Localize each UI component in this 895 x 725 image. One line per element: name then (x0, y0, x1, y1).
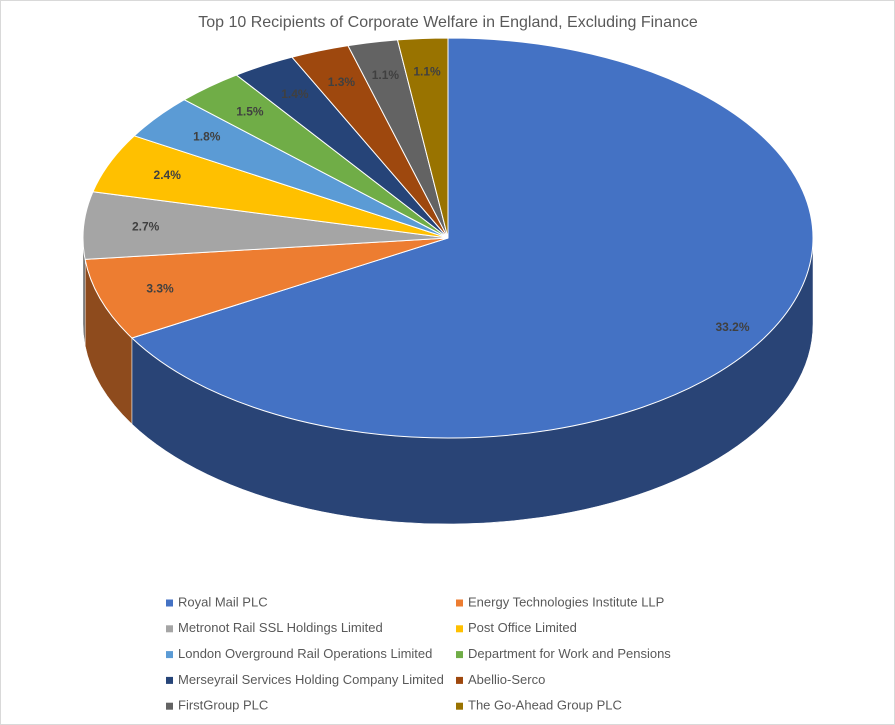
legend-swatch (166, 676, 173, 684)
legend-label: Merseyrail Services Holding Company Limi… (178, 672, 444, 687)
legend-swatch (456, 651, 463, 659)
slice (130, 37, 814, 439)
legend-label: FirstGroup PLC (178, 698, 268, 713)
legend-swatch (166, 651, 173, 659)
data-label: 1.5% (236, 105, 264, 119)
data-label: 1.4% (281, 87, 309, 101)
legend-label: Energy Technologies Institute LLP (468, 594, 664, 609)
legend-label: Royal Mail PLC (178, 594, 268, 609)
legend-label: Abellio-Serco (468, 672, 545, 687)
data-label: 1.1% (413, 65, 441, 79)
chart-title: Top 10 Recipients of Corporate Welfare i… (198, 14, 698, 31)
legend-label: London Overground Rail Operations Limite… (178, 646, 432, 661)
slice (396, 37, 449, 239)
legend-label: Post Office Limited (468, 620, 577, 635)
data-label: 1.8% (193, 130, 221, 144)
legend-label: Metronot Rail SSL Holdings Limited (178, 620, 383, 635)
data-label: 2.4% (154, 168, 182, 182)
legend-label: Department for Work and Pensions (468, 646, 671, 661)
slice (84, 237, 449, 339)
legend-swatch (456, 599, 463, 607)
legend-swatch (166, 702, 173, 710)
data-label: 33.2% (715, 320, 749, 334)
legend-swatch (166, 599, 173, 607)
data-label: 1.3% (328, 75, 356, 89)
legend-swatch (456, 625, 463, 633)
data-label: 1.1% (372, 68, 400, 82)
data-label: 2.7% (132, 220, 160, 234)
data-label: 3.3% (146, 282, 174, 296)
legend-swatch (166, 625, 173, 633)
legend-label: The Go-Ahead Group PLC (468, 698, 622, 713)
legend-swatch (456, 676, 463, 684)
legend-swatch (456, 702, 463, 710)
